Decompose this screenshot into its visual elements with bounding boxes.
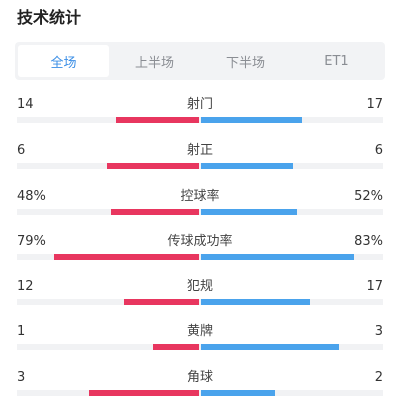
away-value: 52% — [354, 189, 383, 204]
comparison-bar — [17, 344, 383, 350]
comparison-bar — [17, 390, 383, 396]
stat-label: 角球 — [186, 370, 213, 385]
stat-row-shots-on-target: 6 射正 6 — [0, 143, 400, 173]
stat-row-possession: 48% 控球率 52% — [0, 189, 400, 219]
home-bar — [153, 344, 199, 350]
away-value: 17 — [366, 97, 383, 112]
stat-label: 黄牌 — [186, 324, 213, 339]
away-value: 83% — [354, 234, 383, 249]
home-bar — [116, 117, 199, 123]
home-value: 14 — [17, 97, 34, 112]
away-bar — [201, 344, 339, 350]
away-value: 2 — [374, 370, 383, 385]
stat-row-pass-accuracy: 79% 传球成功率 83% — [0, 234, 400, 264]
stat-row-yellow-cards: 1 黄牌 3 — [0, 324, 400, 354]
page-title: 技术统计 — [17, 8, 82, 27]
home-bar — [89, 390, 199, 396]
home-bar — [124, 299, 199, 305]
home-bar — [54, 254, 199, 260]
away-bar — [201, 390, 275, 396]
tab-second-half[interactable]: 下半场 — [225, 55, 265, 71]
away-bar — [201, 299, 310, 305]
period-tabs: 全场 上半场 下半场 ET1 — [15, 42, 385, 80]
home-value: 48% — [17, 189, 46, 204]
comparison-bar — [17, 209, 383, 215]
stat-label: 控球率 — [180, 189, 220, 204]
home-bar — [111, 209, 199, 215]
home-value: 12 — [17, 279, 34, 294]
comparison-bar — [17, 117, 383, 123]
away-value: 3 — [374, 324, 383, 339]
home-value: 79% — [17, 234, 46, 249]
away-bar — [201, 209, 297, 215]
stat-label: 犯规 — [186, 279, 213, 294]
stat-label: 射正 — [186, 143, 213, 158]
stat-row-shots: 14 射门 17 — [0, 97, 400, 127]
tab-first-half[interactable]: 上半场 — [134, 55, 174, 71]
comparison-bar — [17, 254, 383, 260]
away-bar — [201, 163, 293, 169]
stat-row-fouls: 12 犯规 17 — [0, 279, 400, 309]
home-value: 6 — [17, 143, 26, 158]
home-bar — [107, 163, 199, 169]
away-value: 6 — [374, 143, 383, 158]
home-value: 3 — [17, 370, 26, 385]
away-bar — [201, 117, 302, 123]
stat-row-corners: 3 角球 2 — [0, 370, 400, 400]
tab-full-match[interactable]: 全场 — [18, 45, 109, 77]
away-bar — [201, 254, 354, 260]
stat-label: 传球成功率 — [167, 234, 233, 249]
home-value: 1 — [17, 324, 26, 339]
away-value: 17 — [366, 279, 383, 294]
comparison-bar — [17, 299, 383, 305]
tab-extra-time-1[interactable]: ET1 — [324, 53, 349, 69]
stat-label: 射门 — [186, 97, 213, 112]
comparison-bar — [17, 163, 383, 169]
